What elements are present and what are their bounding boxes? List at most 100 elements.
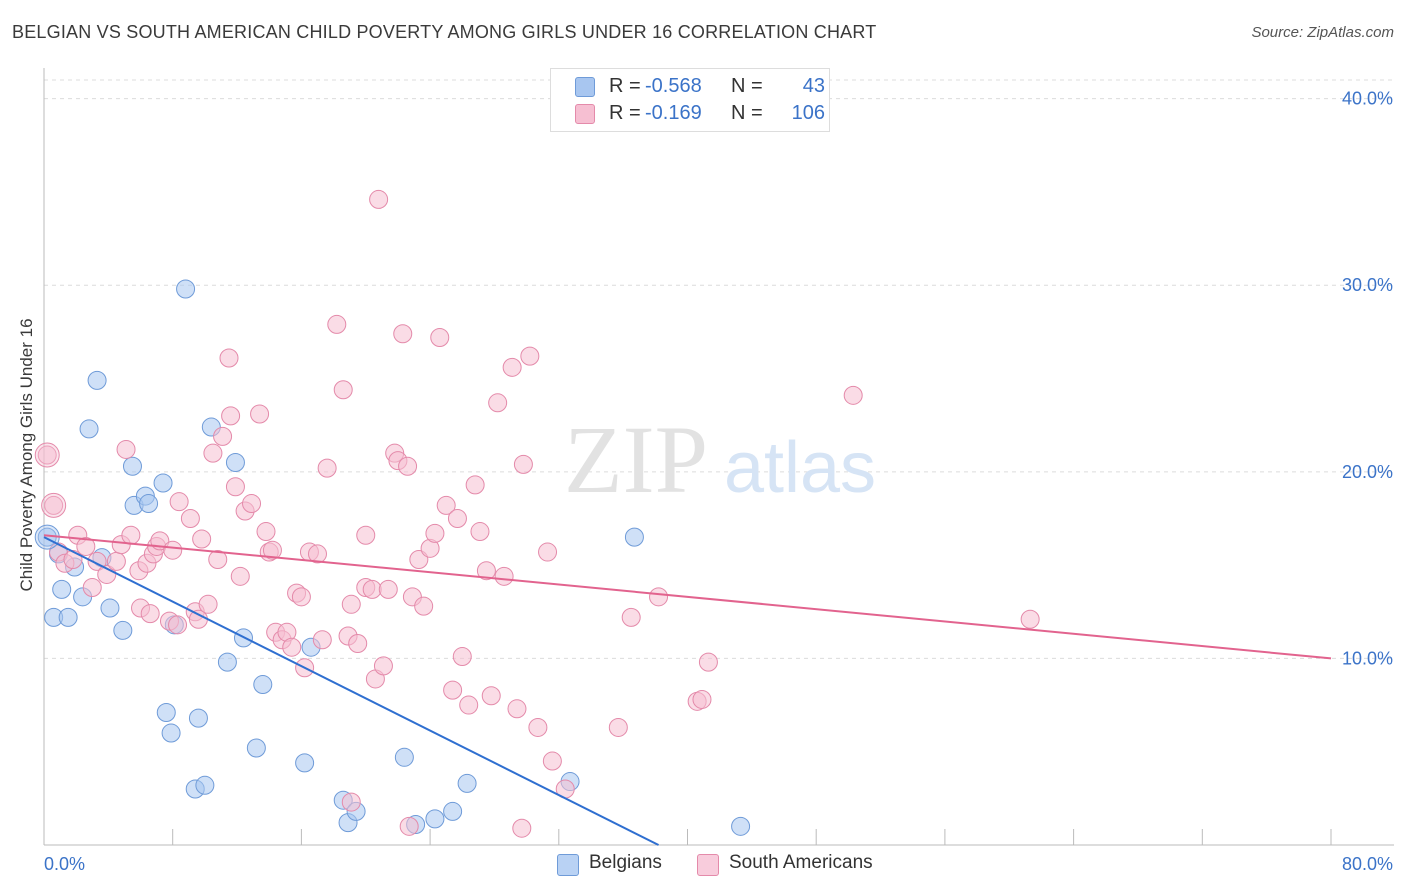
south-american-point bbox=[512, 818, 532, 838]
south-american-point bbox=[465, 475, 485, 495]
belgian-point bbox=[139, 494, 159, 514]
south-american-point bbox=[399, 816, 419, 836]
legend-r-label: R = bbox=[609, 75, 641, 97]
belgian-point bbox=[225, 453, 245, 472]
south-american-point bbox=[333, 380, 353, 400]
south-american-point bbox=[425, 523, 445, 543]
y-tick-label: 30.0% bbox=[1342, 275, 1393, 295]
y-tick-label: 20.0% bbox=[1342, 462, 1393, 482]
belgian-point bbox=[731, 816, 751, 836]
legend-n-label: N = bbox=[731, 102, 763, 124]
south-american-point bbox=[256, 522, 276, 542]
south-american-point bbox=[192, 529, 212, 549]
south-american-point bbox=[447, 508, 467, 528]
tick-labels: 10.0% 20.0% 30.0% 40.0% 0.0% 80.0% bbox=[44, 89, 1393, 874]
south-american-point bbox=[373, 656, 393, 676]
south-american-point bbox=[242, 494, 262, 514]
south-american-point bbox=[341, 594, 361, 614]
chart-title: BELGIAN VS SOUTH AMERICAN CHILD POVERTY … bbox=[12, 22, 877, 42]
x-tick-label: 80.0% bbox=[1342, 854, 1393, 874]
belgian-trend-line bbox=[43, 536, 659, 846]
south-american-point bbox=[168, 615, 188, 635]
south-american-point bbox=[430, 327, 450, 347]
south-american-point bbox=[414, 596, 434, 616]
south-american-point bbox=[230, 566, 250, 586]
axes bbox=[43, 68, 1394, 846]
south-american-point bbox=[140, 604, 160, 624]
south-american-point bbox=[481, 686, 501, 706]
south-american-point bbox=[250, 404, 270, 424]
south-american-point bbox=[1020, 609, 1040, 629]
belgian-point bbox=[457, 773, 477, 793]
south-american-point bbox=[542, 751, 562, 771]
belgian-point bbox=[176, 279, 196, 299]
south-american-point bbox=[528, 717, 548, 737]
south-american-point bbox=[282, 637, 302, 657]
south-american-point bbox=[494, 566, 514, 586]
data-points bbox=[34, 189, 1040, 838]
bottom-legend-label-south-americans: South Americans bbox=[729, 852, 873, 873]
legend-swatch-south-americans bbox=[575, 104, 595, 124]
watermark-atlas: atlas bbox=[724, 428, 876, 508]
south-american-point bbox=[341, 792, 361, 812]
south-american-point bbox=[76, 536, 96, 556]
south-american-point bbox=[476, 561, 496, 581]
south-american-point bbox=[621, 607, 641, 627]
south-american-point bbox=[369, 189, 389, 209]
south-american-point bbox=[443, 680, 463, 700]
belgian-point bbox=[58, 607, 78, 627]
belgian-point bbox=[425, 809, 445, 829]
south-american-point bbox=[327, 314, 347, 334]
south-american-point bbox=[356, 525, 376, 545]
legend-r-label: R = bbox=[609, 102, 641, 124]
south-american-point bbox=[409, 550, 429, 570]
legend-r-value: -0.169 bbox=[645, 102, 702, 124]
south-american-point bbox=[378, 579, 398, 599]
belgian-point bbox=[153, 473, 173, 493]
trend-lines bbox=[43, 534, 1332, 846]
belgian-point bbox=[156, 703, 176, 723]
south-american-point bbox=[213, 426, 233, 446]
south-american-point bbox=[317, 458, 337, 478]
belgian-point bbox=[161, 723, 181, 743]
belgian-point bbox=[394, 747, 414, 767]
y-axis-title: Child Poverty Among Girls Under 16 bbox=[17, 318, 36, 592]
south-american-point bbox=[291, 587, 311, 607]
y-tick-label: 10.0% bbox=[1342, 648, 1393, 668]
south-american-point bbox=[163, 540, 183, 560]
south-american-point bbox=[459, 695, 479, 715]
south-american-point bbox=[488, 393, 508, 413]
south-american-point bbox=[225, 477, 245, 497]
watermark-zip: ZIP bbox=[564, 406, 708, 513]
x-tick-label: 0.0% bbox=[44, 854, 85, 874]
belgian-point bbox=[188, 708, 208, 728]
belgian-point bbox=[87, 370, 107, 390]
south-american-point bbox=[843, 385, 863, 405]
south-american-point bbox=[436, 495, 456, 515]
south-american-point bbox=[116, 439, 136, 459]
bottom-legend-swatch-south-americans bbox=[697, 854, 719, 876]
belgian-point bbox=[246, 738, 266, 758]
south-american-point bbox=[180, 508, 200, 528]
south-american-point bbox=[307, 544, 327, 564]
south-american-point bbox=[538, 542, 558, 562]
south-american-point bbox=[692, 689, 712, 709]
south-american-point bbox=[649, 587, 669, 607]
south-american-trend-line bbox=[43, 534, 1332, 660]
legend-r-value: -0.568 bbox=[645, 75, 702, 97]
south-american-point bbox=[121, 525, 141, 545]
legend-swatch-belgians bbox=[575, 77, 595, 97]
south-american-point bbox=[502, 357, 522, 377]
south-american-point bbox=[221, 406, 241, 426]
legend-n-value: 106 bbox=[791, 102, 825, 124]
belgian-point bbox=[195, 775, 215, 795]
south-american-point bbox=[37, 445, 57, 465]
belgian-point bbox=[443, 801, 463, 821]
south-american-point bbox=[106, 551, 126, 571]
south-american-point bbox=[348, 633, 368, 653]
south-american-point bbox=[203, 443, 223, 463]
belgian-point bbox=[79, 419, 99, 439]
south-american-point bbox=[520, 346, 540, 366]
belgian-point bbox=[100, 598, 120, 618]
